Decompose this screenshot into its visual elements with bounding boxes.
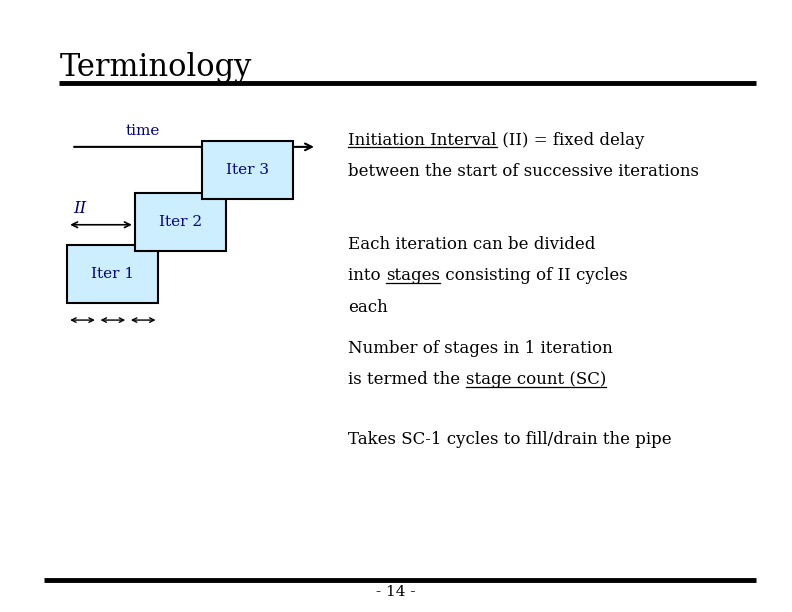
Text: II: II [73, 200, 86, 217]
Text: - 14 -: - 14 - [376, 586, 416, 599]
Text: Terminology: Terminology [59, 52, 252, 83]
Text: Iter 3: Iter 3 [226, 163, 269, 177]
Text: stages: stages [386, 267, 440, 285]
Text: (II) = fixed delay: (II) = fixed delay [497, 132, 644, 149]
Text: Iter 1: Iter 1 [91, 267, 135, 281]
Text: Iter 2: Iter 2 [158, 215, 202, 229]
Bar [67, 245, 158, 303]
Text: time: time [125, 124, 160, 138]
Text: is termed the: is termed the [348, 371, 466, 389]
Bar [202, 141, 293, 199]
Text: stage count (SC): stage count (SC) [466, 371, 606, 389]
Text: between the start of successive iterations: between the start of successive iteratio… [348, 163, 699, 181]
Text: each: each [348, 299, 388, 316]
Text: Initiation Interval: Initiation Interval [348, 132, 497, 149]
Text: consisting of II cycles: consisting of II cycles [440, 267, 628, 285]
Text: into: into [348, 267, 386, 285]
Bar [135, 193, 226, 251]
Text: Each iteration can be divided: Each iteration can be divided [348, 236, 596, 253]
Text: Number of stages in 1 iteration: Number of stages in 1 iteration [348, 340, 613, 357]
Text: Takes SC-1 cycles to fill/drain the pipe: Takes SC-1 cycles to fill/drain the pipe [348, 431, 672, 449]
